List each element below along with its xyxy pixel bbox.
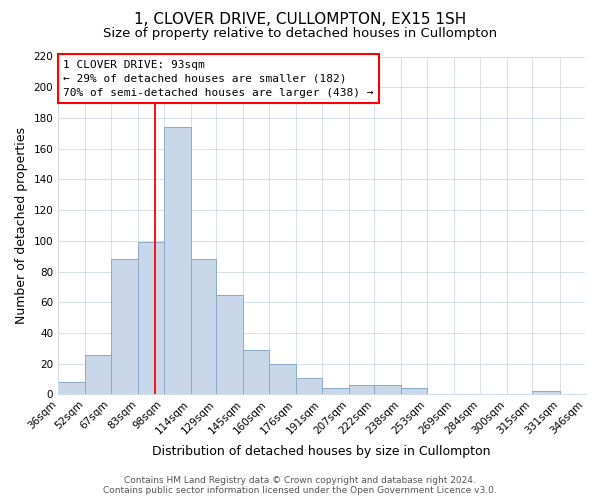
Bar bbox=[216, 294, 244, 394]
Y-axis label: Number of detached properties: Number of detached properties bbox=[15, 127, 28, 324]
Text: 1 CLOVER DRIVE: 93sqm
← 29% of detached houses are smaller (182)
70% of semi-det: 1 CLOVER DRIVE: 93sqm ← 29% of detached … bbox=[64, 60, 374, 98]
Text: Contains HM Land Registry data © Crown copyright and database right 2024.
Contai: Contains HM Land Registry data © Crown c… bbox=[103, 476, 497, 495]
Bar bbox=[401, 388, 427, 394]
Bar bbox=[322, 388, 349, 394]
Bar bbox=[191, 260, 216, 394]
Bar bbox=[58, 382, 85, 394]
Bar bbox=[532, 392, 560, 394]
Bar bbox=[164, 127, 191, 394]
Bar bbox=[244, 350, 269, 395]
Bar bbox=[138, 242, 164, 394]
Text: Size of property relative to detached houses in Cullompton: Size of property relative to detached ho… bbox=[103, 28, 497, 40]
Bar bbox=[349, 385, 374, 394]
Bar bbox=[111, 260, 138, 394]
Text: 1, CLOVER DRIVE, CULLOMPTON, EX15 1SH: 1, CLOVER DRIVE, CULLOMPTON, EX15 1SH bbox=[134, 12, 466, 28]
Bar bbox=[296, 378, 322, 394]
X-axis label: Distribution of detached houses by size in Cullompton: Distribution of detached houses by size … bbox=[152, 444, 491, 458]
Bar bbox=[269, 364, 296, 394]
Bar bbox=[85, 354, 111, 395]
Bar bbox=[374, 385, 401, 394]
